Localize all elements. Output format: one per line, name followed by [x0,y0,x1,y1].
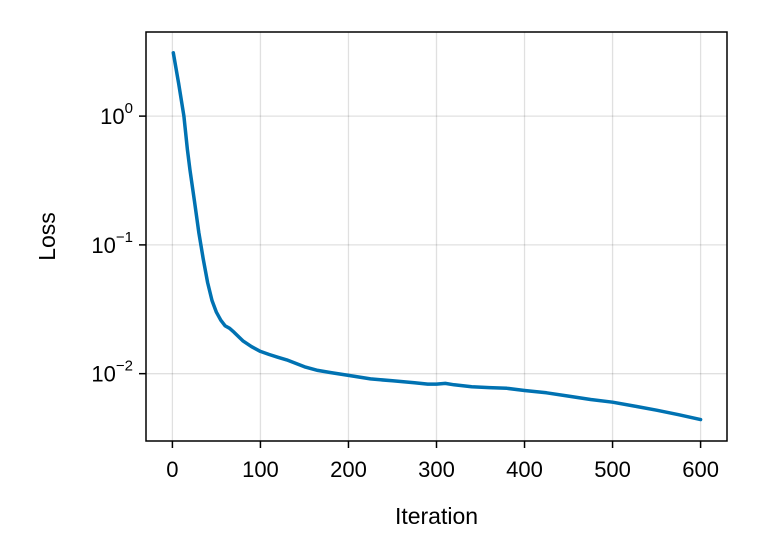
x-tick-label: 500 [594,457,631,482]
x-tick-label: 400 [506,457,543,482]
series-layer [171,51,703,422]
grid-lines [146,32,727,441]
x-tick-label: 200 [330,457,367,482]
x-tick-label: 600 [682,457,719,482]
y-tick-label: 100 [100,100,133,129]
x-tick-label: 100 [242,457,279,482]
loss-series-line [171,51,703,422]
x-tick-label: 0 [166,457,178,482]
x-tick-label: 300 [418,457,455,482]
y-tick-label: 10−1 [91,229,133,258]
x-axis-title: Iteration [395,503,478,529]
y-axis-title: Loss [34,212,60,261]
axis-ticks: 0 100 200 300 400 500 600 10−2 10−1 100 [91,100,719,482]
y-tick-label: 10−2 [91,358,133,387]
